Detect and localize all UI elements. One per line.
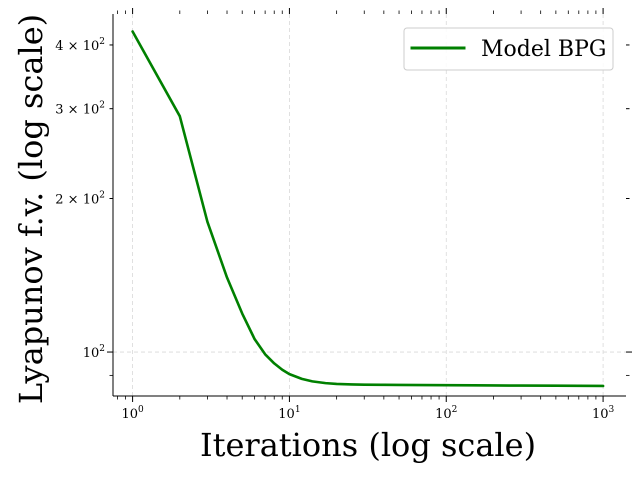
y-tick-base: 10 xyxy=(83,192,100,207)
y-tick-base: 10 xyxy=(83,346,100,361)
x-axis-label: Iterations (log scale) xyxy=(200,426,536,464)
y-tick-coefficient: 3 × xyxy=(55,103,82,118)
x-tick-label-2: 102 xyxy=(435,405,457,422)
y-tick-exponent: 2 xyxy=(99,101,105,111)
legend: Model BPG xyxy=(403,27,614,71)
x-tick-base: 10 xyxy=(278,407,295,422)
y-axis-label: Lyapunov f.v. (log scale) xyxy=(12,14,50,404)
x-tick-label-3: 103 xyxy=(592,405,615,422)
legend-box xyxy=(403,27,614,71)
y-tick-base: 10 xyxy=(83,39,100,54)
y-tick-base: 10 xyxy=(83,103,100,118)
y-tick-coefficient: 4 × xyxy=(55,39,82,54)
x-tick-base: 10 xyxy=(435,407,452,422)
y-tick-exponent: 2 xyxy=(99,37,105,47)
legend-entry-model-bpg: Model BPG xyxy=(481,37,606,62)
y-tick-coefficient: 2 × xyxy=(55,192,82,207)
grid xyxy=(113,14,626,396)
x-tick-exponent: 1 xyxy=(295,405,301,415)
y-tick-label-3: 4 × 102 xyxy=(55,37,105,54)
y-tick-label-0: 102 xyxy=(83,344,105,361)
x-tick-exponent: 2 xyxy=(452,405,458,415)
x-tick-label-1: 101 xyxy=(278,405,300,422)
axes xyxy=(112,14,626,397)
y-tick-label-2: 3 × 102 xyxy=(55,101,105,118)
series-line-model-bpg xyxy=(131,30,605,388)
x-tick-label-0: 100 xyxy=(121,405,144,422)
x-tick-exponent: 3 xyxy=(608,405,614,415)
series-layer xyxy=(131,30,605,388)
x-ticks: 100 101 102 103 xyxy=(116,8,615,422)
y-tick-exponent: 2 xyxy=(99,190,105,200)
y-tick-label-1: 2 × 102 xyxy=(55,190,105,207)
x-tick-base: 10 xyxy=(121,407,138,422)
x-tick-exponent: 0 xyxy=(138,405,144,415)
x-tick-base: 10 xyxy=(592,407,609,422)
y-tick-exponent: 2 xyxy=(99,344,105,354)
